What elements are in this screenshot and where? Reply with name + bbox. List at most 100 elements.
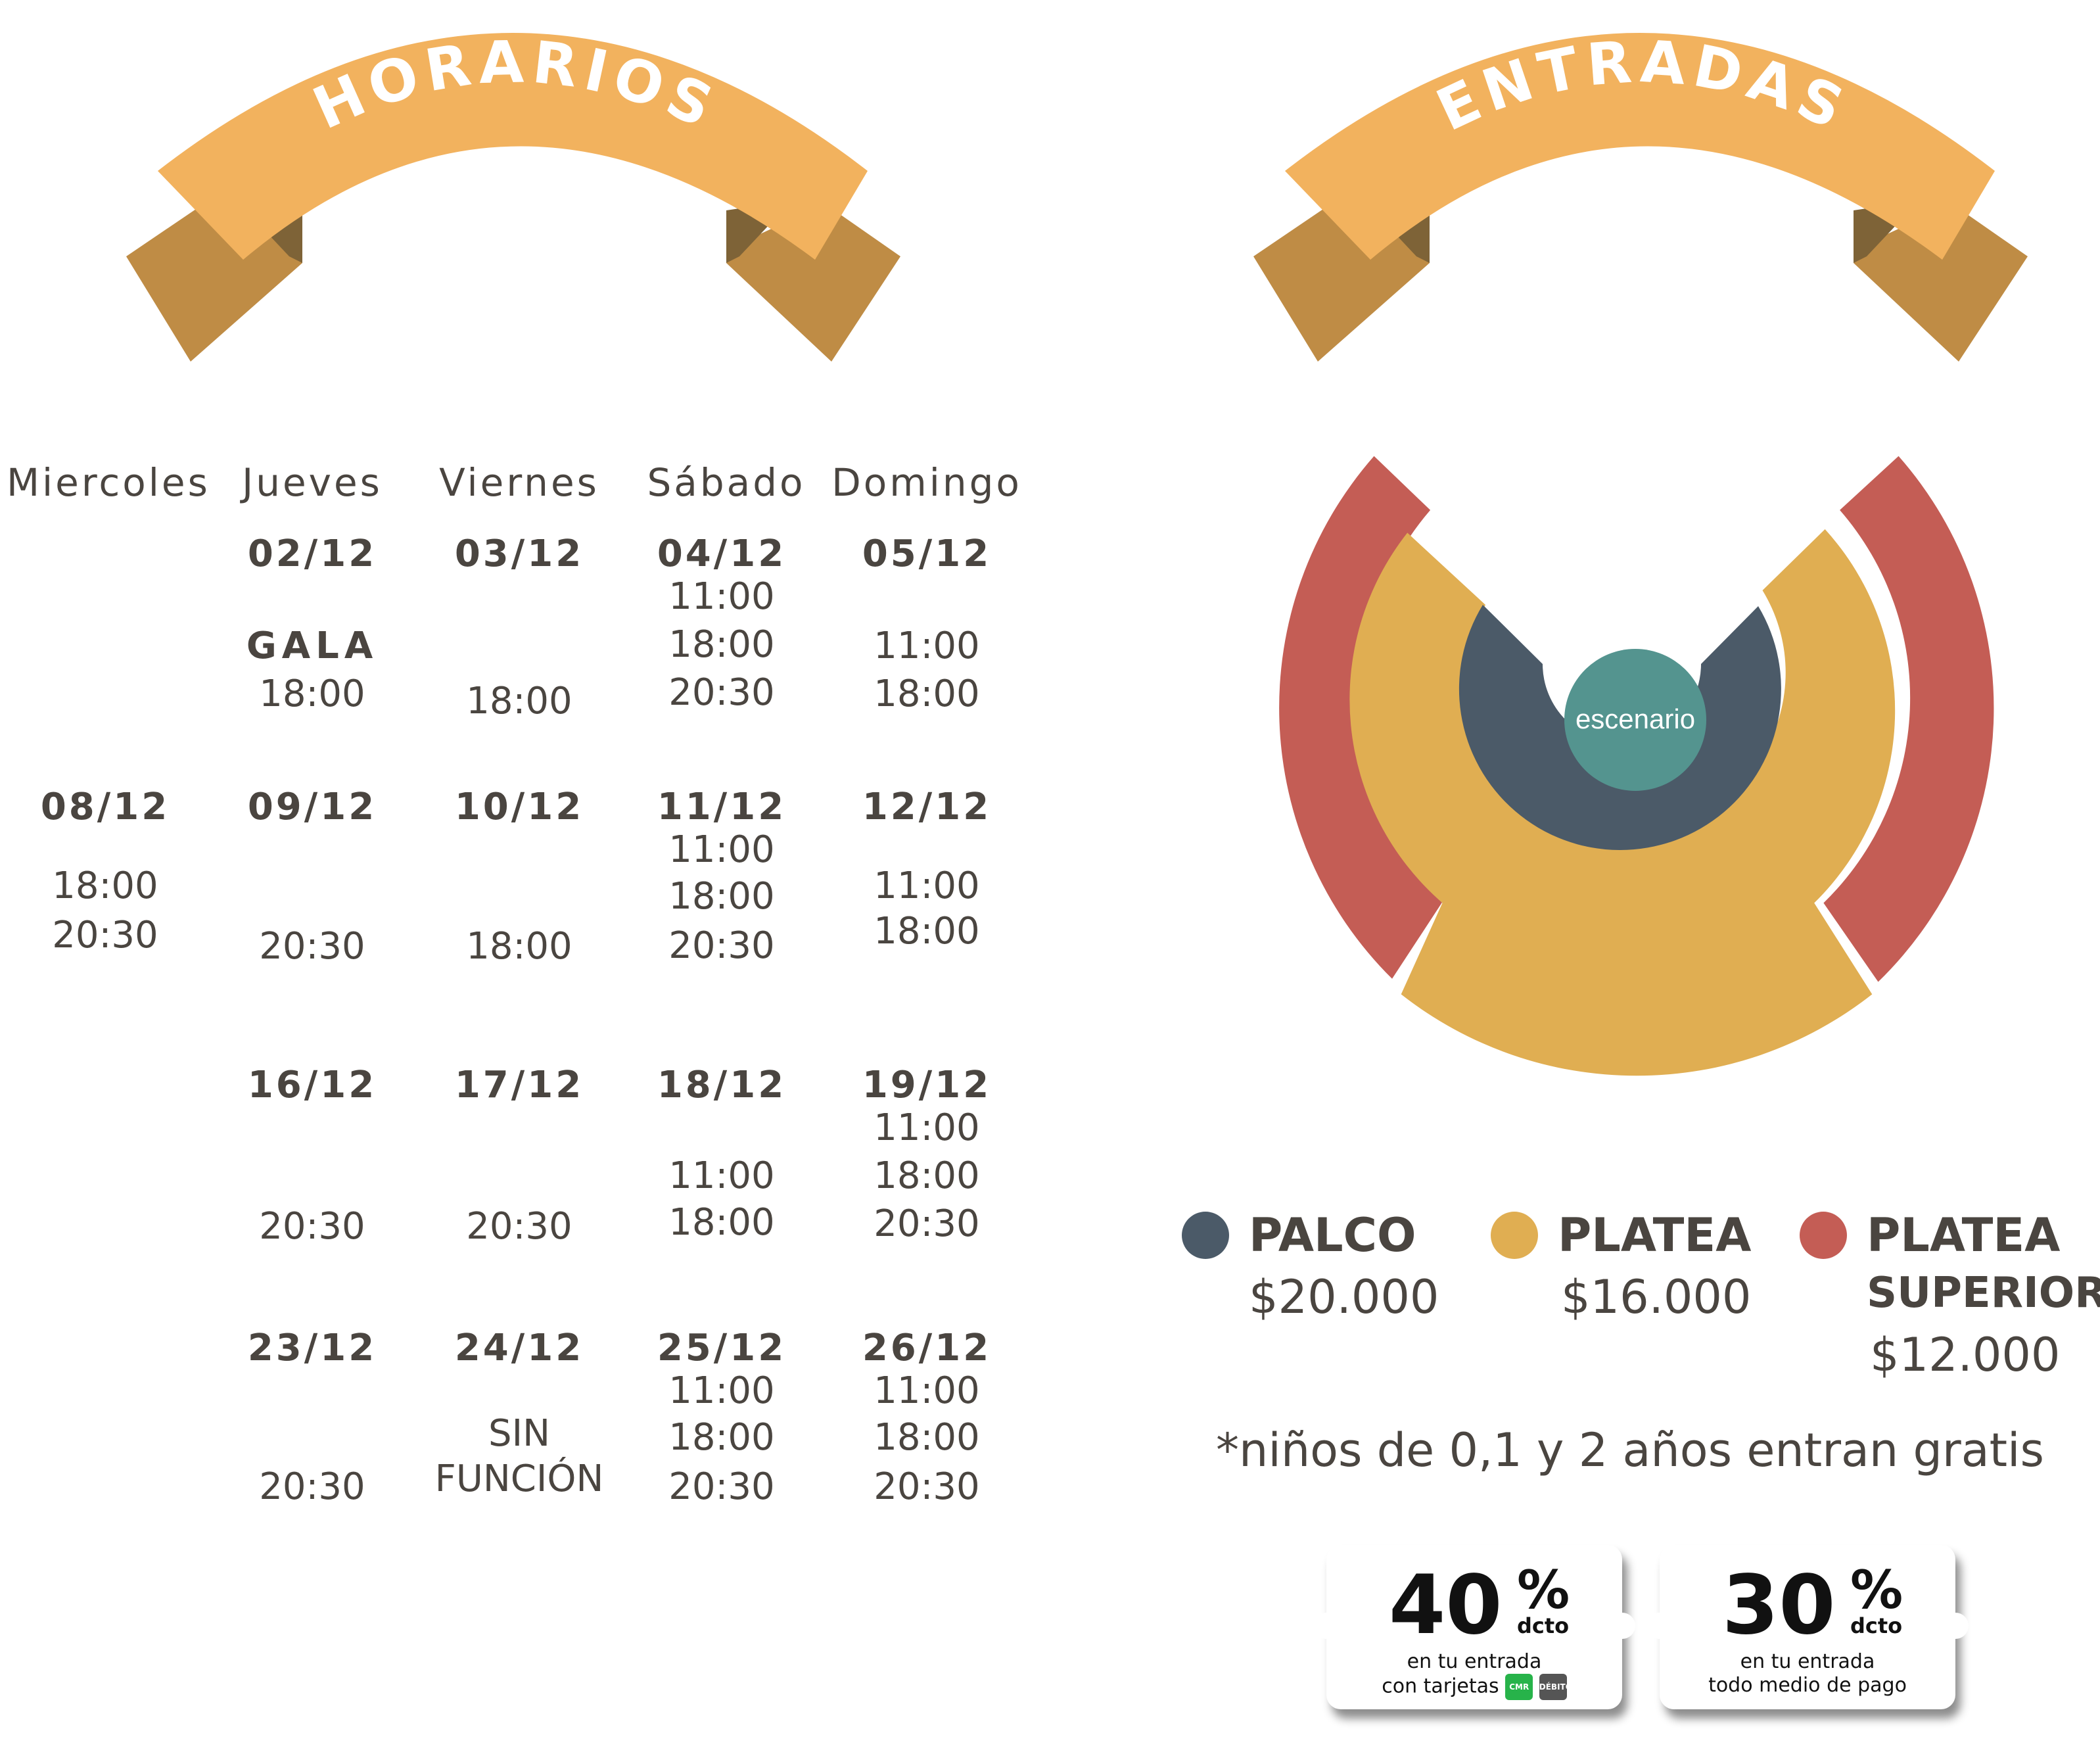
- time-entry: 11:00: [874, 1106, 980, 1149]
- schedule-cell: 16/12 20:30: [214, 1064, 411, 1248]
- coupon-percent: %: [1517, 1559, 1570, 1621]
- schedule-cell: 24/12 SIN FUNCIÓN: [421, 1327, 618, 1500]
- coupon-line1: en tu entrada: [1740, 1650, 1875, 1673]
- coupon-30: 30 % dcto en tu entrada todo medio de pa…: [1646, 1545, 1969, 1709]
- debito-card-badge: DÉBITO: [1539, 1674, 1572, 1700]
- time-entry: 11:00: [668, 1154, 775, 1197]
- schedule-cell: 26/12 11:00 18:00 20:30: [828, 1327, 1025, 1508]
- cell-date: 12/12: [862, 786, 992, 828]
- time-entry: 20:30: [874, 1465, 980, 1508]
- platea-superior-label-line2: SUPERIOR: [1867, 1269, 2100, 1317]
- time-entry: 18:00: [466, 680, 572, 723]
- time-entry: 20:30: [259, 925, 365, 968]
- time-entry: 11:00: [668, 828, 775, 871]
- time-entry: 18:00: [668, 1201, 775, 1244]
- time-entry: 20:30: [874, 1202, 980, 1245]
- schedule-cell: 25/12 11:00 18:00 20:30: [623, 1327, 820, 1508]
- schedule-cell: 09/12 20:30: [214, 786, 411, 968]
- time-entry: 20:30: [668, 1465, 775, 1508]
- children-free-note: *niños de 0,1 y 2 años entran gratis: [1216, 1423, 2044, 1477]
- time-entry: 18:00: [668, 875, 775, 918]
- time-entry: 20:30: [466, 1205, 572, 1248]
- time-entry: 20:30: [668, 924, 775, 967]
- platea-superior-legend-dot: [1800, 1212, 1847, 1259]
- time-entry: 11:00: [668, 575, 775, 618]
- coupon-value: 30: [1722, 1558, 1836, 1653]
- coupon-40: 40 % dcto en tu entrada con tarjetas CMR…: [1313, 1545, 1635, 1709]
- schedule-cell: 08/12 18:00 20:30: [7, 786, 204, 957]
- schedule-cell: 17/12 20:30: [421, 1064, 618, 1248]
- sin-funcion-line2: FUNCIÓN: [434, 1458, 604, 1500]
- time-entry: 18:00: [874, 1154, 980, 1197]
- sin-funcion-line1: SIN: [488, 1412, 550, 1455]
- platea-price: $16.000: [1561, 1270, 1752, 1324]
- platea-section[interactable]: [1349, 529, 1896, 1076]
- cell-date: 17/12: [454, 1064, 584, 1106]
- time-entry: 18:00: [466, 925, 572, 968]
- cell-date: 26/12: [862, 1327, 992, 1369]
- gala-label: GALA: [246, 625, 379, 667]
- day-header-miercoles: Miercoles: [7, 460, 210, 505]
- palco-section[interactable]: [1458, 605, 1781, 851]
- platea-superior-right-section[interactable]: [1823, 456, 1994, 982]
- schedule-cell: 02/12 GALA 18:00: [214, 533, 411, 715]
- schedule-cell: 10/12 18:00: [421, 786, 618, 968]
- horarios-banner: • HORARIOS •: [118, 7, 900, 362]
- time-entry: 20:30: [668, 671, 775, 714]
- day-header-viernes: Viernes: [439, 460, 599, 505]
- coupon-dcto: dcto: [1517, 1613, 1570, 1638]
- platea-superior-label-line1: PLATEA: [1867, 1208, 2061, 1262]
- time-entry: 18:00: [668, 623, 775, 666]
- time-entry: 20:30: [259, 1205, 365, 1248]
- coupon-line2: todo medio de pago: [1708, 1674, 1907, 1697]
- palco-label: PALCO: [1249, 1208, 1416, 1262]
- schedule-cell: 12/12 11:00 18:00: [828, 786, 1025, 953]
- time-entry: 18:00: [874, 673, 980, 715]
- cmr-card-badge: CMR: [1505, 1674, 1533, 1700]
- time-entry: 11:00: [668, 1369, 775, 1412]
- platea-superior-price: $12.000: [1870, 1328, 2061, 1382]
- escenario-circle: [1564, 649, 1706, 791]
- cell-date: 08/12: [40, 786, 170, 828]
- cell-date: 11/12: [657, 786, 787, 828]
- cell-date: 18/12: [657, 1064, 787, 1106]
- time-entry: 11:00: [874, 625, 980, 667]
- cell-date: 19/12: [862, 1064, 992, 1106]
- time-entry: 18:00: [52, 865, 158, 907]
- time-entry: 20:30: [259, 1465, 365, 1508]
- schedule-cell: 04/12 11:00 18:00 20:30: [623, 533, 820, 714]
- palco-legend-dot: [1182, 1212, 1229, 1259]
- day-header-domingo: Domingo: [831, 460, 1022, 505]
- time-entry: 11:00: [874, 865, 980, 907]
- coupon-line2: con tarjetas: [1382, 1674, 1499, 1698]
- schedule-cell: 19/12 11:00 18:00 20:30: [828, 1064, 1025, 1245]
- schedule-cell: 18/12 11:00 18:00: [623, 1064, 820, 1244]
- cell-date: 04/12: [657, 533, 787, 575]
- schedule-cell: 03/12 18:00: [421, 533, 618, 723]
- cell-date: 03/12: [454, 533, 584, 575]
- schedule-cell: 23/12 20:30: [214, 1327, 411, 1508]
- cell-date: 09/12: [247, 786, 377, 828]
- coupon-dcto: dcto: [1850, 1613, 1903, 1638]
- time-entry: 18:00: [874, 910, 980, 953]
- entradas-banner: • ENTRADAS •: [1246, 7, 2028, 362]
- cell-date: 10/12: [454, 786, 584, 828]
- coupon-line2-row: con tarjetas CMR DÉBITO: [1326, 1674, 1622, 1700]
- coupon-percent: %: [1850, 1559, 1903, 1621]
- schedule-cell: 05/12 11:00 18:00: [828, 533, 1025, 715]
- time-entry: 20:30: [52, 914, 158, 957]
- time-entry: 18:00: [874, 1416, 980, 1459]
- time-entry: 11:00: [874, 1369, 980, 1412]
- cell-date: 24/12: [454, 1327, 584, 1369]
- day-header-jueves: Jueves: [242, 460, 383, 505]
- cell-date: 16/12: [247, 1064, 377, 1106]
- time-entry: 18:00: [259, 673, 365, 715]
- palco-price: $20.000: [1249, 1270, 1439, 1324]
- schedule-cell: 11/12 11:00 18:00 20:30: [623, 786, 820, 967]
- day-header-sabado: Sábado: [647, 460, 806, 505]
- seating-map: escenario: [1279, 456, 1994, 1076]
- cell-date: 05/12: [862, 533, 992, 575]
- time-entry: 18:00: [668, 1416, 775, 1459]
- escenario-label: escenario: [1575, 703, 1695, 734]
- platea-label: PLATEA: [1558, 1208, 1752, 1262]
